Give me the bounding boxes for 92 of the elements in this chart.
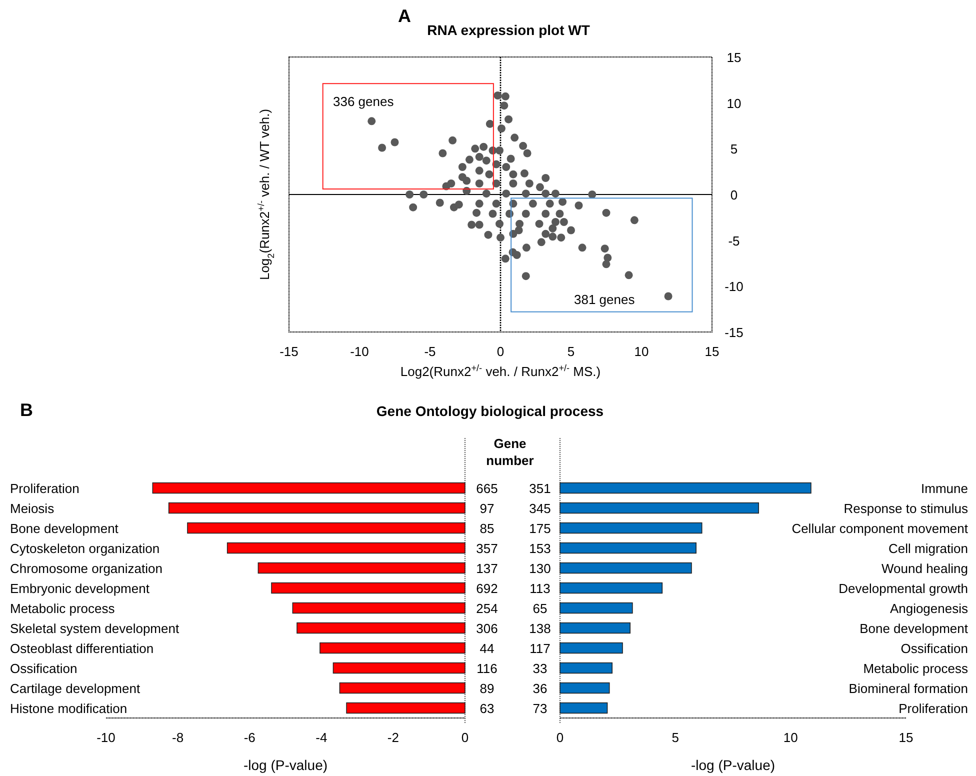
text: 63 — [480, 701, 494, 716]
text: 137 — [476, 561, 498, 576]
y-tick-label: Wound healing — [882, 561, 968, 576]
x-tick-label: 15 — [704, 344, 720, 359]
text: 44 — [480, 641, 494, 656]
x-tick-label: -2 — [387, 730, 399, 745]
chart-title: Gene Ontology biological process — [376, 403, 604, 419]
y-tick-label: Cytoskeleton organization — [10, 541, 160, 556]
y-tick-label: Developmental growth — [838, 581, 968, 596]
x-tick-label: 10 — [783, 730, 798, 745]
bar — [560, 542, 696, 554]
x-tick-label: 0 — [556, 730, 564, 745]
text: 36 — [532, 681, 548, 696]
text: 153 — [529, 541, 551, 556]
y-tick-label: Bone development — [10, 521, 119, 536]
text: 306 — [476, 621, 498, 636]
y-tick-label: Skeletal system development — [10, 621, 180, 636]
text: 138 — [529, 621, 551, 636]
x-tick-label: 5 — [672, 730, 679, 745]
y-tick-label: Histone modification — [10, 701, 128, 716]
text: 97 — [480, 501, 494, 516]
y-tick-label: -5 — [728, 233, 740, 248]
bar — [560, 642, 623, 654]
y-tick-label: 10 — [726, 96, 742, 111]
y-tick-label: Response to stimulus — [844, 501, 968, 516]
y-tick-label: Angiogenesis — [890, 601, 968, 616]
bar — [560, 522, 702, 534]
text: 254 — [476, 601, 498, 616]
bar — [560, 702, 608, 714]
text: 116 — [476, 661, 498, 676]
y-tick-label: Osteoblast differentiation — [10, 641, 154, 656]
y-tick-label: Cell migration — [888, 541, 968, 556]
y-tick-label: Ossification — [10, 661, 78, 676]
y-tick-label: -10 — [724, 279, 744, 294]
y-tick-label: Proliferation — [898, 701, 968, 716]
y-tick-label: 5 — [730, 142, 738, 157]
x-tick-label: -10 — [350, 344, 369, 359]
y-tick-label: -15 — [724, 325, 744, 340]
text: 130 — [529, 561, 551, 576]
x-axis-title: -log (P-value) — [243, 757, 328, 773]
text: 692 — [476, 581, 498, 596]
x-tick-label: 0 — [496, 344, 504, 359]
y-tick-label: Ossification — [900, 641, 968, 656]
x-tick-label: -15 — [280, 344, 298, 359]
text: 73 — [532, 701, 548, 716]
y-tick-label: Bone development — [860, 621, 968, 636]
y-tick-label: Cellular component movement — [792, 521, 968, 536]
bar — [560, 482, 812, 494]
x-tick-label: -8 — [172, 730, 184, 745]
x-tick-label: -5 — [424, 344, 436, 359]
y-tick-label: 15 — [726, 50, 742, 65]
y-tick-label: 0 — [730, 188, 738, 202]
text: 665 — [476, 481, 498, 496]
annotation: 381 genes — [574, 292, 636, 307]
bar — [560, 582, 663, 594]
text: 89 — [480, 681, 494, 696]
text: 351 — [529, 481, 551, 496]
bar — [560, 662, 613, 674]
y-tick-label: Metabolic process — [863, 661, 968, 676]
x-axis-title: -log (P-value) — [690, 757, 776, 773]
text: 113 — [530, 581, 550, 596]
text: A — [398, 6, 411, 26]
bar — [560, 602, 633, 614]
text: 85 — [480, 521, 494, 536]
x-tick-label: 10 — [634, 344, 649, 359]
text: 175 — [529, 521, 551, 536]
text: 65 — [532, 601, 548, 616]
bar — [560, 682, 610, 694]
y-tick-label: Metabolic process — [10, 601, 116, 616]
x-axis-title: Log2(Runx2$^{+/-}$ veh. / Runx2$^{+/-}$ MS.) — [400, 363, 601, 379]
y-tick-label: Cartilage development — [10, 681, 140, 696]
x-tick-label: -4 — [316, 730, 328, 745]
bar — [560, 562, 692, 574]
text: 117 — [530, 641, 550, 656]
text: 357 — [476, 541, 498, 556]
annotation: 336 genes — [333, 94, 394, 109]
y-tick-label: Biomineral formation — [848, 681, 968, 696]
x-tick-label: -6 — [244, 730, 256, 745]
chart-title: RNA expression plot WT — [427, 22, 590, 38]
text: Gene number — [486, 436, 534, 468]
text: B — [20, 400, 33, 420]
y-tick-label: Chromosome organization — [10, 561, 162, 576]
y-tick-label: Immune — [921, 481, 968, 496]
x-tick-label: 0 — [461, 730, 469, 745]
y-tick-label: Proliferation — [10, 481, 80, 496]
y-tick-label: Embryonic development — [10, 581, 150, 596]
x-tick-label: 5 — [567, 344, 575, 359]
bar — [560, 502, 760, 514]
bar — [560, 622, 631, 634]
text: 345 — [529, 501, 551, 516]
y-tick-label: Meiosis — [10, 501, 55, 516]
text: 33 — [532, 661, 548, 676]
